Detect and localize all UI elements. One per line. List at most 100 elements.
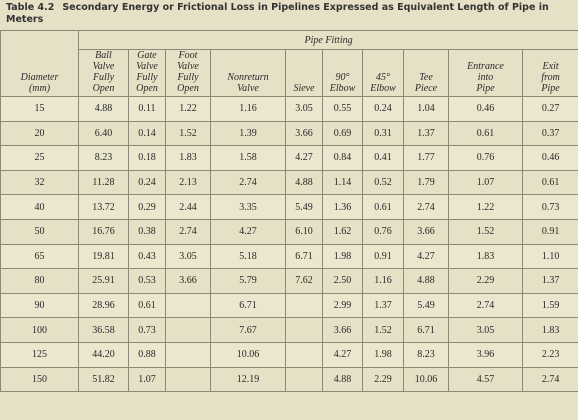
- cell: 1.10: [521, 243, 578, 270]
- cell: 12.19: [210, 366, 286, 393]
- cell: 0.55: [322, 96, 363, 122]
- data-row: 20 6.40 0.14 1.52 1.39 3.66 0.69 0.31 1.37 0.61 0.…: [0, 120, 578, 147]
- cell: 6.71: [210, 292, 286, 319]
- cell: 11.28: [78, 169, 129, 196]
- data-row: 25 8.23 0.18 1.83 1.58 4.27 0.84 0.41 1.77 0.76 0.…: [0, 145, 578, 171]
- header-line: Foot: [178, 50, 198, 61]
- empty-cell: [285, 366, 323, 393]
- cell: 5.49: [285, 194, 323, 220]
- header-line: Valve: [92, 61, 115, 72]
- cell: 0.24: [362, 96, 404, 122]
- data-row: 90 28.96 0.61 6.71 2.99 1.37 5.49 2.74 1.59: [0, 292, 578, 319]
- cell: 2.99: [322, 292, 363, 319]
- cell: 1.59: [521, 292, 578, 319]
- cell: 40: [0, 194, 79, 220]
- cell: 2.74: [521, 366, 578, 393]
- cell: 4.88: [78, 96, 129, 122]
- column-header: Exit from Pipe: [521, 49, 578, 97]
- cell: 4.27: [210, 218, 286, 245]
- cell: 0.91: [521, 218, 578, 245]
- cell: 6.71: [285, 243, 323, 270]
- header-line: 90°: [335, 72, 350, 83]
- cell: 1.79: [403, 169, 449, 196]
- cell: 0.46: [521, 145, 578, 171]
- cell: 0.53: [128, 268, 166, 294]
- cell: 0.76: [448, 145, 523, 171]
- cell: 1.36: [322, 194, 363, 220]
- empty-cell: [165, 366, 211, 393]
- header-line: Fully: [92, 72, 115, 83]
- header-line: Fully: [177, 72, 199, 83]
- header-line: (mm): [28, 83, 51, 94]
- cell: 3.66: [165, 268, 211, 294]
- header-row: Diameter (mm) Pipe Fitting: [0, 30, 578, 97]
- cell: 8.23: [78, 145, 129, 171]
- header-line: Valve: [237, 83, 259, 94]
- header-line: Elbow: [329, 83, 356, 94]
- cell: 15: [0, 96, 79, 122]
- empty-cell: [285, 317, 323, 343]
- cell: 3.05: [165, 243, 211, 270]
- cell: 2.74: [165, 218, 211, 245]
- cell: 0.61: [362, 194, 404, 220]
- cell: 1.37: [521, 268, 578, 294]
- header-line: Elbow: [370, 83, 396, 94]
- cell: 20: [0, 120, 79, 147]
- cell: 4.27: [322, 341, 363, 368]
- cell: 2.29: [362, 366, 404, 393]
- header-line: Valve: [136, 61, 158, 72]
- header-line: Valve: [177, 61, 199, 72]
- cell: 1.52: [448, 218, 523, 245]
- cell: 0.24: [128, 169, 166, 196]
- cell: 2.44: [165, 194, 211, 220]
- cell: 1.22: [165, 96, 211, 122]
- header-line: Pipe: [476, 83, 495, 94]
- cell: 1.37: [403, 120, 449, 147]
- column-header: Entrance into Pipe: [448, 49, 523, 97]
- cell: 3.05: [448, 317, 523, 343]
- header-line: Sieve: [293, 83, 315, 94]
- data-row: 100 36.58 0.73 7.67 3.66 1.52 6.71 3.05 1.83: [0, 317, 578, 343]
- column-header: 90° Elbow: [322, 49, 363, 97]
- empty-cell: [165, 317, 211, 343]
- cell: 0.29: [128, 194, 166, 220]
- cell: 1.83: [521, 317, 578, 343]
- cell: 1.52: [165, 120, 211, 147]
- cell: 16.76: [78, 218, 129, 245]
- cell: 65: [0, 243, 79, 270]
- cell: 1.39: [210, 120, 286, 147]
- header-line: Piece: [414, 83, 438, 94]
- cell: 6.10: [285, 218, 323, 245]
- cell: 0.61: [448, 120, 523, 147]
- cell: 5.18: [210, 243, 286, 270]
- cell: 3.35: [210, 194, 286, 220]
- cell: 0.76: [362, 218, 404, 245]
- cell: 1.58: [210, 145, 286, 171]
- cell: 0.61: [521, 169, 578, 196]
- header-line: Exit: [542, 61, 559, 72]
- cell: 0.43: [128, 243, 166, 270]
- table-title: Table 4.2 Secondary Energy or Frictional …: [6, 2, 572, 26]
- cell: 51.82: [78, 366, 129, 393]
- header-line: Gate: [137, 50, 157, 61]
- cell: 125: [0, 341, 79, 368]
- cell: 25: [0, 145, 79, 171]
- cell: 10.06: [210, 341, 286, 368]
- cell: 50: [0, 218, 79, 245]
- cell: 0.11: [128, 96, 166, 122]
- data-row: 150 51.82 1.07 12.19 4.88 2.29 10.06 4.57 2.74: [0, 366, 578, 393]
- data-row: 15 4.88 0.11 1.22 1.16 3.05 0.55 0.24 1.04 0.46 0.…: [0, 96, 578, 122]
- cell: 1.77: [403, 145, 449, 171]
- header-line: into: [477, 72, 494, 83]
- column-header: Ball Valve Fully Open: [78, 49, 129, 97]
- cell: 3.05: [285, 96, 323, 122]
- empty-cell: [165, 341, 211, 368]
- cell: 36.58: [78, 317, 129, 343]
- data-row: 125 44.20 0.88 10.06 4.27 1.98 8.23 3.96 2.23: [0, 341, 578, 368]
- cell: 80: [0, 268, 79, 294]
- cell: 150: [0, 366, 79, 393]
- cell: 19.81: [78, 243, 129, 270]
- cell: 0.46: [448, 96, 523, 122]
- cell: 13.72: [78, 194, 129, 220]
